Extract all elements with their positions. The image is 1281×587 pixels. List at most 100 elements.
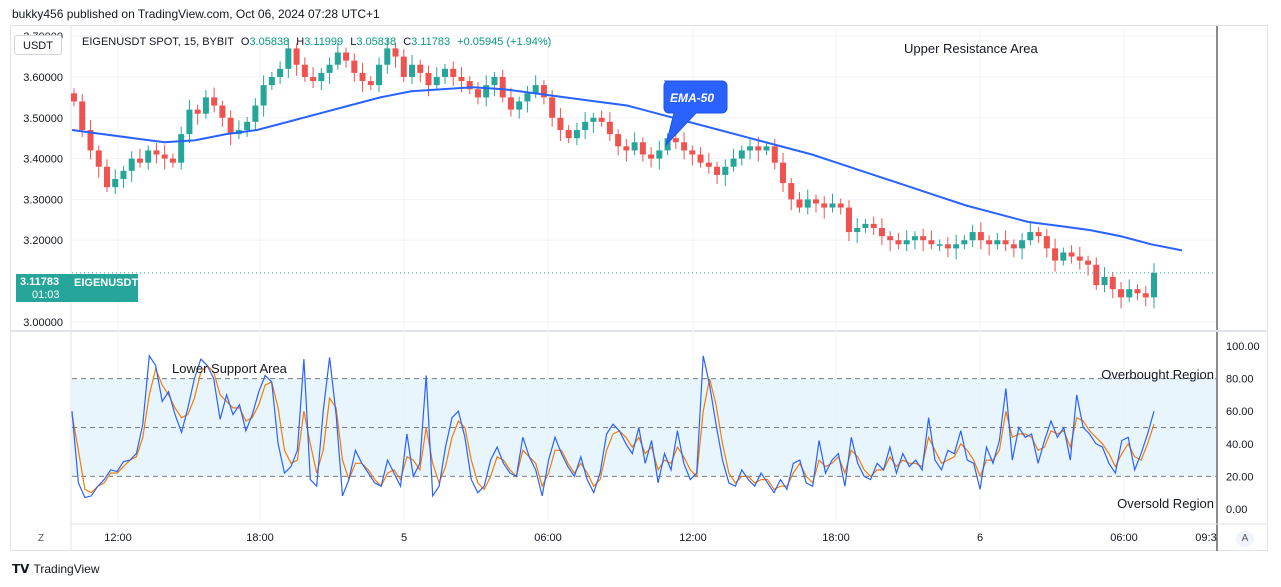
- candle-body: [986, 240, 993, 245]
- candle-body: [1093, 264, 1100, 286]
- candle-body: [474, 89, 481, 98]
- candle-body: [516, 101, 523, 110]
- candle-body: [186, 109, 193, 135]
- candle-body: [763, 146, 770, 151]
- candle-body: [689, 150, 696, 155]
- candle-body: [1002, 240, 1009, 245]
- candle-body: [821, 203, 828, 208]
- candle-body: [301, 64, 308, 77]
- last-price-symbol: EIGENUSDT: [74, 277, 139, 289]
- time-tick-label: 6: [977, 532, 983, 544]
- tradingview-logo-icon: 𝗧𝗩: [12, 562, 30, 576]
- candle-body: [573, 130, 580, 139]
- candle-body: [466, 81, 473, 90]
- chart-frame: [10, 25, 1268, 551]
- candle-body: [854, 227, 861, 233]
- candle-body: [169, 158, 176, 163]
- candle-body: [1019, 240, 1026, 249]
- currency-selector-button[interactable]: USDT: [14, 35, 62, 55]
- candle-body: [1151, 272, 1157, 298]
- candle-body: [639, 142, 646, 155]
- candle-body: [219, 105, 226, 118]
- candle-body: [812, 199, 819, 204]
- candle-body: [178, 134, 185, 163]
- candle-body: [103, 166, 110, 188]
- legend-title: EIGENUSDT SPOT, 15, BYBIT: [82, 36, 234, 48]
- tradingview-logo[interactable]: 𝗧𝗩 TradingView: [12, 562, 100, 576]
- candle-body: [664, 138, 671, 151]
- candle-body: [367, 81, 374, 86]
- stoch-tick-label: 40.00: [1226, 439, 1254, 451]
- candle-body: [870, 223, 877, 228]
- candle-body: [895, 240, 902, 245]
- candle-body: [804, 199, 811, 208]
- candle-body: [1118, 289, 1125, 298]
- candle-body: [1035, 232, 1042, 237]
- candle-body: [565, 130, 572, 139]
- last-price-value: 3.11783: [20, 276, 60, 288]
- candle-body: [788, 183, 795, 200]
- candle-body: [491, 76, 498, 86]
- candle-body: [1134, 289, 1141, 294]
- price-tick-label: 3.60000: [23, 72, 63, 84]
- price-tick-label: 3.30000: [23, 194, 63, 206]
- stoch-layer: [71, 354, 1155, 499]
- candle-body: [326, 64, 333, 73]
- candle-body: [334, 52, 341, 65]
- candle-body: [911, 236, 918, 241]
- legend-low: 3.05838: [356, 36, 397, 48]
- candle-body: [755, 146, 762, 151]
- candle-body: [268, 76, 275, 86]
- candle-body: [483, 85, 490, 98]
- candle-body: [343, 52, 350, 61]
- candle-body: [1060, 252, 1067, 261]
- legend-open-key: O: [240, 36, 250, 48]
- upper-resistance-label: Upper Resistance Area: [904, 41, 1038, 56]
- price-tick-label: 3.00000: [23, 317, 63, 329]
- candle-body: [631, 142, 638, 151]
- candle-body: [87, 130, 94, 151]
- candle-body: [582, 121, 589, 131]
- time-tick-label: 06:00: [1110, 532, 1138, 544]
- candle-body: [293, 48, 300, 65]
- stoch-band-layer: [72, 378, 1216, 477]
- stoch-d-line: [71, 364, 1155, 494]
- candle-body: [540, 85, 547, 98]
- candle-body: [590, 117, 597, 122]
- auto-scale-button[interactable]: A: [1236, 531, 1254, 547]
- candle-body: [136, 158, 143, 163]
- candle-body: [359, 72, 366, 82]
- zoom-button[interactable]: Z: [37, 533, 45, 544]
- candle-body: [128, 158, 135, 171]
- candle-body: [400, 56, 407, 77]
- last-price-tag: 3.11783 EIGENUSDT 01:03: [16, 274, 138, 302]
- candle-body: [837, 203, 844, 208]
- axis-labels-layer: 12:0018:00506:0012:0018:00606:0009:33.70…: [23, 31, 1259, 544]
- candle-body: [1126, 289, 1133, 298]
- time-tick-label: 5: [401, 532, 407, 544]
- candle-body: [277, 68, 284, 77]
- ema-callout-bubble: [663, 80, 728, 147]
- candle-body: [450, 68, 457, 77]
- candle-body: [441, 68, 448, 77]
- candle-body: [153, 150, 160, 155]
- candle-body: [211, 97, 218, 106]
- time-tick-label: 09:3: [1195, 532, 1216, 544]
- candle-body: [417, 64, 424, 73]
- candle-body: [1052, 248, 1059, 261]
- candle-body: [994, 240, 1001, 245]
- candle-body: [433, 76, 440, 86]
- candle-body: [409, 64, 416, 77]
- time-tick-label: 18:00: [822, 532, 850, 544]
- candle-body: [79, 101, 86, 131]
- candle-body: [969, 232, 976, 241]
- candle-body: [903, 240, 910, 245]
- time-tick-label: 12:00: [679, 532, 707, 544]
- candle-body: [532, 85, 539, 94]
- candle-body: [705, 162, 712, 167]
- candle-body: [771, 146, 778, 163]
- candle-body: [920, 236, 927, 241]
- legend-close: 3.11783: [411, 36, 451, 48]
- candle-body: [730, 158, 737, 167]
